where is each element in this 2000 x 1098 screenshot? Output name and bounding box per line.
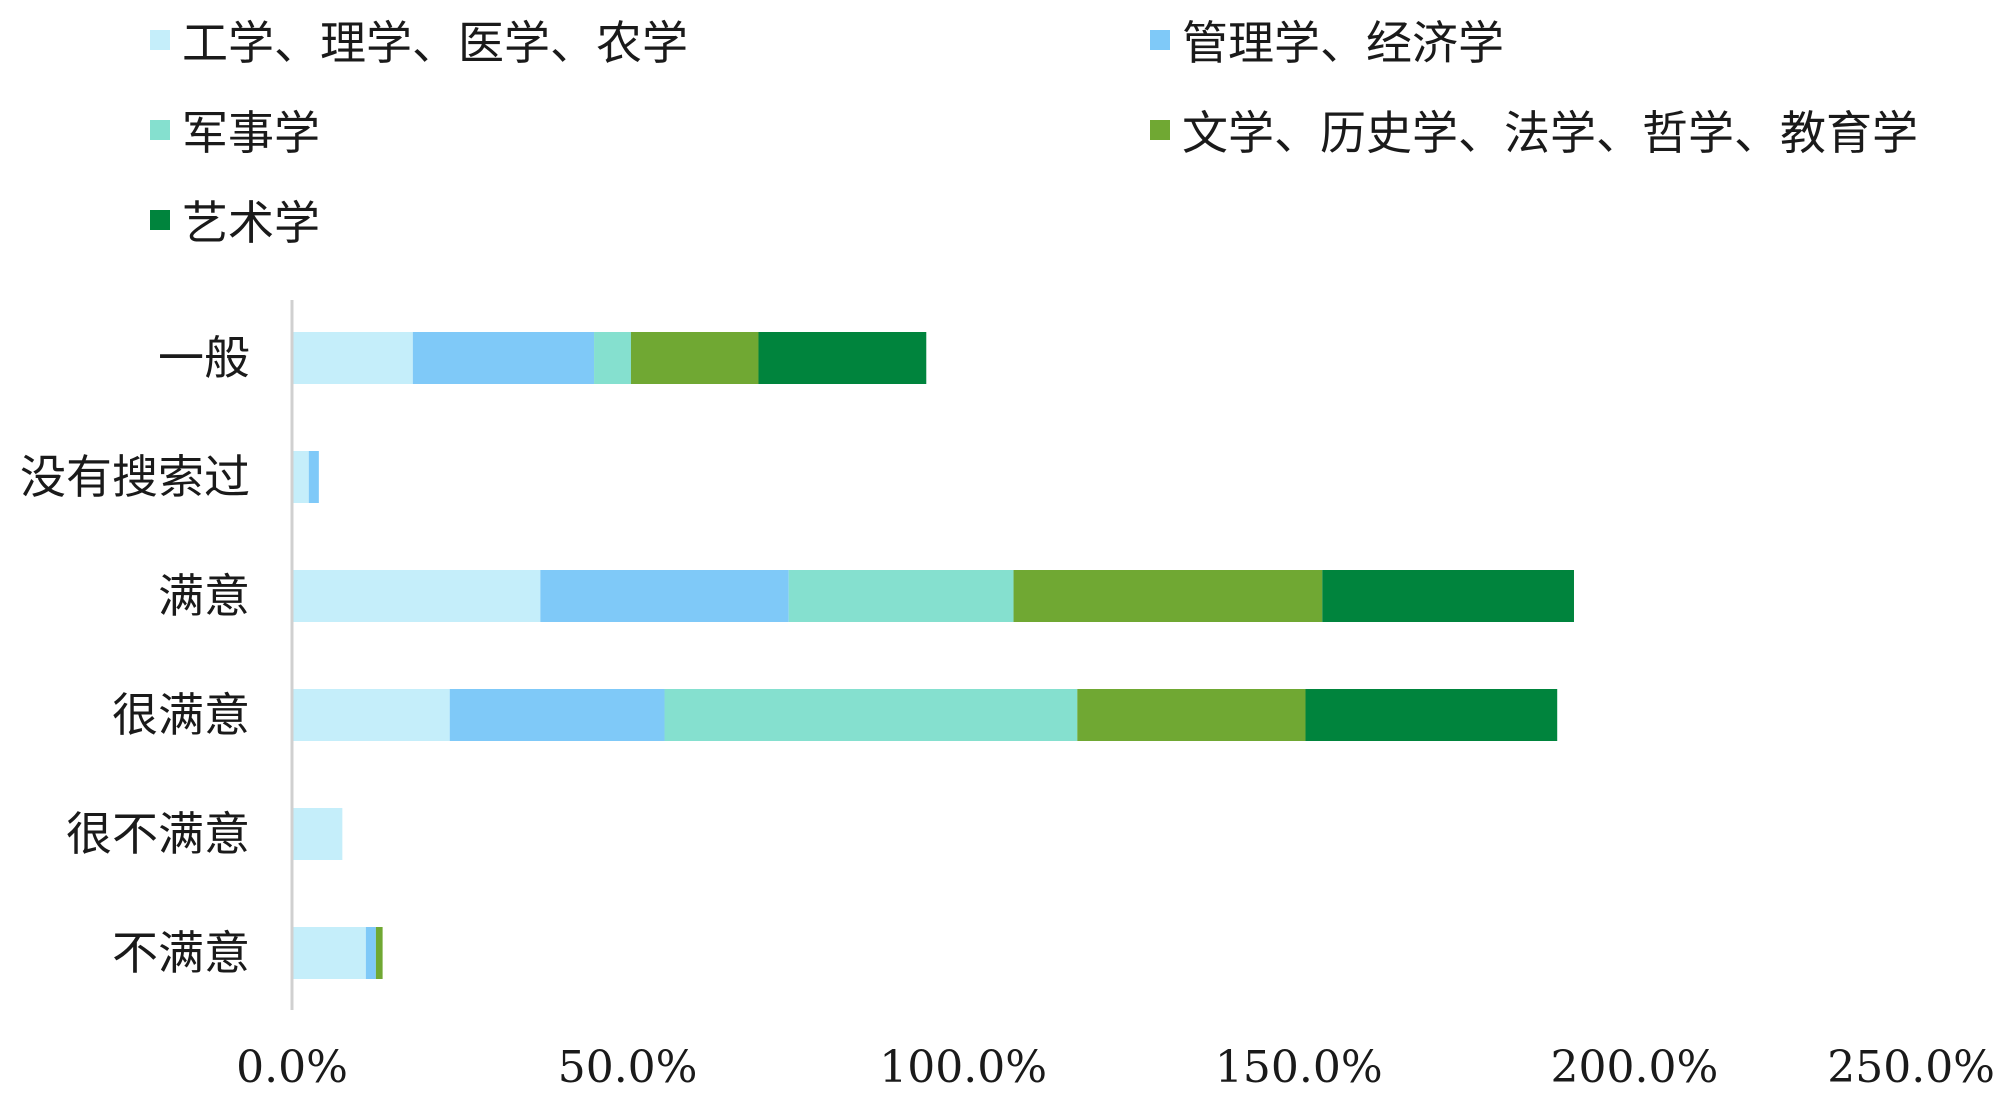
legend-item-management-economics: 管理学、经济学 [1150,10,1504,70]
category-label-very-dissatisfied: 很不满意 [66,807,250,861]
legend-item-engineering-science: 工学、理学、医学、农学 [150,10,688,70]
bar-dissatisfied-engineering-science [292,927,366,979]
legend: 工学、理学、医学、农学 管理学、经济学 军事学 文学、历史学、法学、哲学、教育学… [150,10,2000,250]
bar-satisfied-engineering-science [292,570,541,622]
legend-label-humanities: 文学、历史学、法学、哲学、教育学 [1182,106,1918,160]
legend-item-military: 军事学 [150,100,320,160]
bar-general-military [594,332,631,384]
bar-very-dissatisfied-engineering-science [292,808,343,860]
x-tick-labels: 0.0% 50.0% 100.0% 150.0% 200.0% 250.0% [236,1042,1995,1093]
bar-general-engineering-science [292,332,413,384]
legend-label-arts: 艺术学 [182,196,320,250]
legend-item-humanities: 文学、历史学、法学、哲学、教育学 [1150,100,1918,160]
legend-label-engineering-science: 工学、理学、医学、农学 [182,16,688,70]
legend-swatch-management-economics [1150,30,1170,50]
bar-general-arts [758,332,927,384]
legend-label-management-economics: 管理学、经济学 [1182,16,1504,70]
bar-general-humanities [630,332,759,384]
x-tick-label: 100.0% [879,1042,1047,1093]
bar-satisfied-arts [1322,570,1574,622]
x-tick-label: 0.0% [236,1042,348,1093]
category-label-dissatisfied: 不满意 [112,926,250,980]
bar-never-searched-management-economics [308,451,319,503]
bar-very-satisfied-management-economics [449,689,665,741]
bar-dissatisfied-humanities [375,927,383,979]
bar-very-satisfied-humanities [1077,689,1306,741]
category-label-satisfied: 满意 [158,569,250,623]
bar-never-searched-engineering-science [292,451,309,503]
category-label-general: 一般 [158,331,250,385]
category-label-very-satisfied: 很满意 [112,688,250,742]
legend-label-military: 军事学 [182,106,320,160]
bar-very-satisfied-military [664,689,1078,741]
x-tick-label: 200.0% [1551,1042,1719,1093]
x-tick-label: 250.0% [1827,1042,1995,1093]
legend-swatch-engineering-science [150,30,170,50]
bar-satisfied-management-economics [540,570,789,622]
bar-dissatisfied-management-economics [365,927,376,979]
bars-group [292,332,1574,979]
bar-general-management-economics [412,332,595,384]
category-label-never-searched: 没有搜索过 [20,450,250,504]
legend-swatch-humanities [1150,120,1170,140]
bar-very-satisfied-arts [1305,689,1558,741]
legend-swatch-military [150,120,170,140]
legend-item-arts: 艺术学 [150,190,320,250]
x-tick-label: 50.0% [558,1042,698,1093]
legend-swatch-arts [150,210,170,230]
x-tick-label: 150.0% [1215,1042,1383,1093]
bar-very-satisfied-engineering-science [292,689,450,741]
bar-satisfied-military [788,570,1014,622]
bar-satisfied-humanities [1013,570,1323,622]
